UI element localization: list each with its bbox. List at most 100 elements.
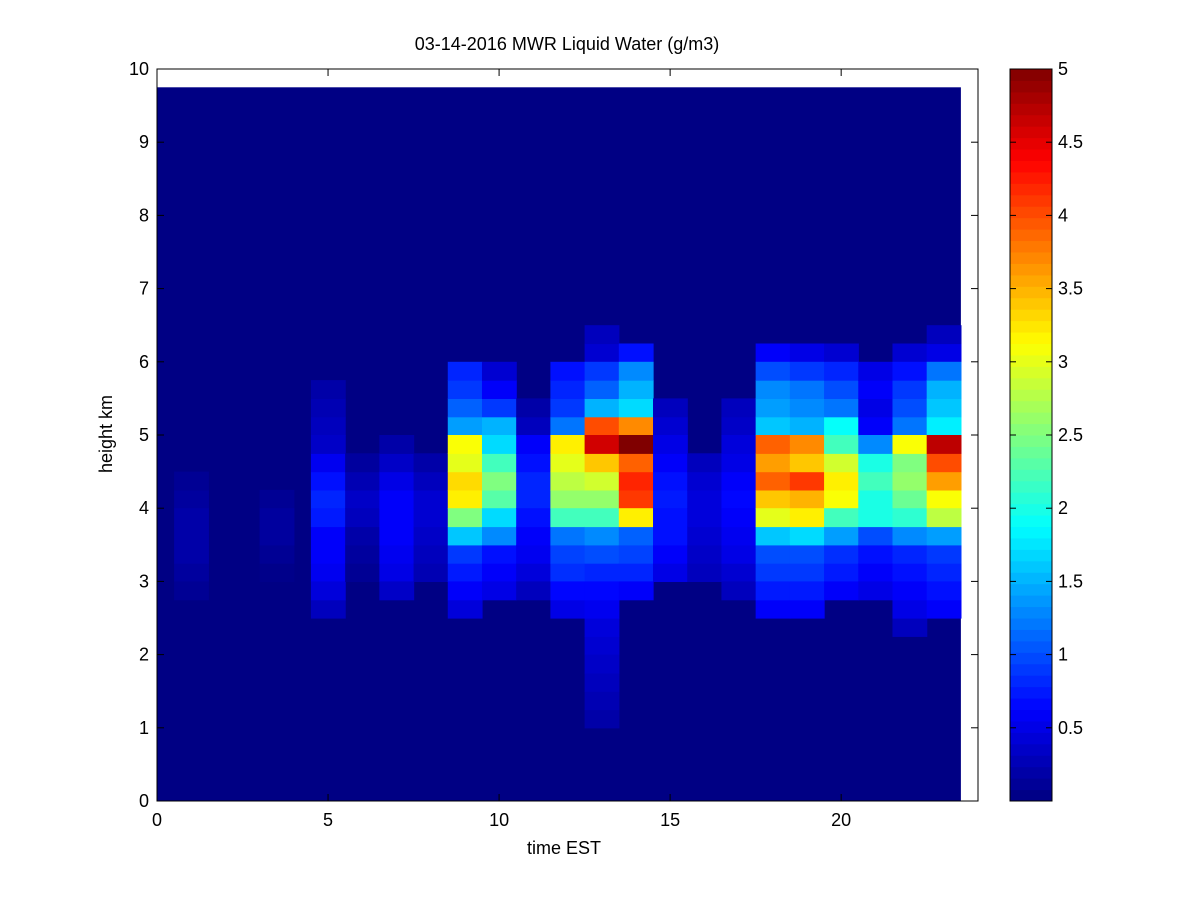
colorbar-segment xyxy=(1010,377,1052,390)
heatmap-cell xyxy=(653,435,688,454)
heatmap-cell xyxy=(310,416,346,436)
colorbar-segment xyxy=(1010,480,1052,493)
heatmap-cell xyxy=(926,343,962,363)
colorbar-segment xyxy=(1010,766,1052,779)
colorbar-segment xyxy=(1010,572,1052,585)
heatmap-cell xyxy=(259,526,295,546)
heatmap-cell xyxy=(926,489,962,509)
heatmap-cell xyxy=(824,471,859,491)
colorbar-segment xyxy=(1010,366,1052,379)
heatmap-cell xyxy=(721,453,757,473)
heatmap-cell xyxy=(892,526,928,546)
colorbar-segment xyxy=(1010,606,1052,619)
heatmap-cell xyxy=(516,544,551,564)
heatmap-cell xyxy=(789,599,825,619)
colorbar-segment xyxy=(1010,663,1052,676)
heatmap-cell xyxy=(516,581,551,601)
heatmap-cell xyxy=(618,508,654,528)
heatmap-cell xyxy=(824,544,859,564)
heatmap-cell xyxy=(481,380,517,399)
heatmap-cell xyxy=(755,489,791,509)
heatmap-cell xyxy=(687,508,723,528)
heatmap-cell xyxy=(447,508,483,528)
heatmap-cell xyxy=(824,435,859,454)
heatmap-cell xyxy=(858,398,894,418)
colorbar-tick-label: 2 xyxy=(1058,498,1068,518)
colorbar-segment xyxy=(1010,789,1052,802)
heatmap-cell xyxy=(413,544,449,564)
heatmap-cell xyxy=(447,581,483,601)
heatmap-cell xyxy=(892,563,928,582)
heatmap-cell xyxy=(310,489,346,509)
y-tick-label: 9 xyxy=(139,132,149,152)
colorbar-segment xyxy=(1010,400,1052,413)
colorbar-tick-label: 3 xyxy=(1058,352,1068,372)
heatmap-cell xyxy=(892,581,928,601)
heatmap-cell xyxy=(310,380,346,399)
heatmap-cell xyxy=(413,526,449,546)
colorbar-tick-label: 0.5 xyxy=(1058,718,1083,738)
colorbar-gradient xyxy=(1010,69,1052,802)
heatmap-cell xyxy=(584,435,620,454)
colorbar-segment xyxy=(1010,686,1052,699)
heatmap-cell xyxy=(755,416,791,436)
colorbar-tick-label: 4 xyxy=(1058,205,1068,225)
heatmap-cell xyxy=(824,508,859,528)
heatmap-cell xyxy=(481,526,517,546)
heatmap-cell xyxy=(447,599,483,619)
heatmap-cell xyxy=(584,361,620,381)
colorbar-segment xyxy=(1010,252,1052,264)
heatmap-cell xyxy=(310,508,346,528)
heatmap-cell xyxy=(755,471,791,491)
heatmap-cell xyxy=(618,343,654,363)
heatmap-cell xyxy=(447,416,483,436)
heatmap-cell xyxy=(516,435,551,454)
colorbar-segment xyxy=(1010,515,1052,527)
heatmap-cell xyxy=(481,471,517,491)
heatmap-cell xyxy=(789,398,825,418)
heatmap-cell xyxy=(550,544,586,564)
heatmap-cell xyxy=(259,563,295,582)
heatmap-cell xyxy=(858,380,894,399)
heatmap-cell xyxy=(550,435,586,454)
heatmap-cell xyxy=(447,471,483,491)
heatmap-cell xyxy=(174,544,209,564)
heatmap-cell xyxy=(687,563,723,582)
heatmap-cell xyxy=(447,435,483,454)
heatmap-cell xyxy=(618,380,654,399)
colorbar: 0.5 1 1.5 2 2.5 3 3.5 4 4.5 5 xyxy=(1009,59,1083,802)
colorbar-segment xyxy=(1010,343,1052,356)
colorbar-segment xyxy=(1010,160,1052,173)
heatmap-cell xyxy=(687,526,723,546)
heatmap-cell xyxy=(516,508,551,528)
heatmap-cell xyxy=(653,544,688,564)
heatmap-cell xyxy=(858,361,894,381)
heatmap-cell xyxy=(259,544,295,564)
heatmap-cell xyxy=(310,544,346,564)
colorbar-segment xyxy=(1010,194,1052,207)
heatmap-cell xyxy=(447,526,483,546)
heatmap-cell xyxy=(858,563,894,582)
heatmap-cell xyxy=(516,471,551,491)
colorbar-segment xyxy=(1010,675,1052,688)
colorbar-segment xyxy=(1010,149,1052,161)
heatmap-cell xyxy=(584,672,620,692)
heatmap-cell xyxy=(584,453,620,473)
heatmap-cell xyxy=(926,361,962,381)
heatmap-cell xyxy=(653,563,688,582)
y-tick-label: 6 xyxy=(139,352,149,372)
heatmap-cell xyxy=(310,526,346,546)
heatmap-cell xyxy=(379,563,415,582)
heatmap-cell xyxy=(345,563,380,582)
heatmap-cell xyxy=(618,416,654,436)
heatmap-cell xyxy=(584,618,620,637)
heatmap-cell xyxy=(618,563,654,582)
colorbar-segment xyxy=(1010,526,1052,539)
heatmap-cell xyxy=(516,453,551,473)
heatmap-cell xyxy=(345,508,380,528)
colorbar-segment xyxy=(1010,583,1052,596)
heatmap-cell xyxy=(926,526,962,546)
heatmap-cell xyxy=(858,416,894,436)
heatmap-cell xyxy=(584,691,620,711)
